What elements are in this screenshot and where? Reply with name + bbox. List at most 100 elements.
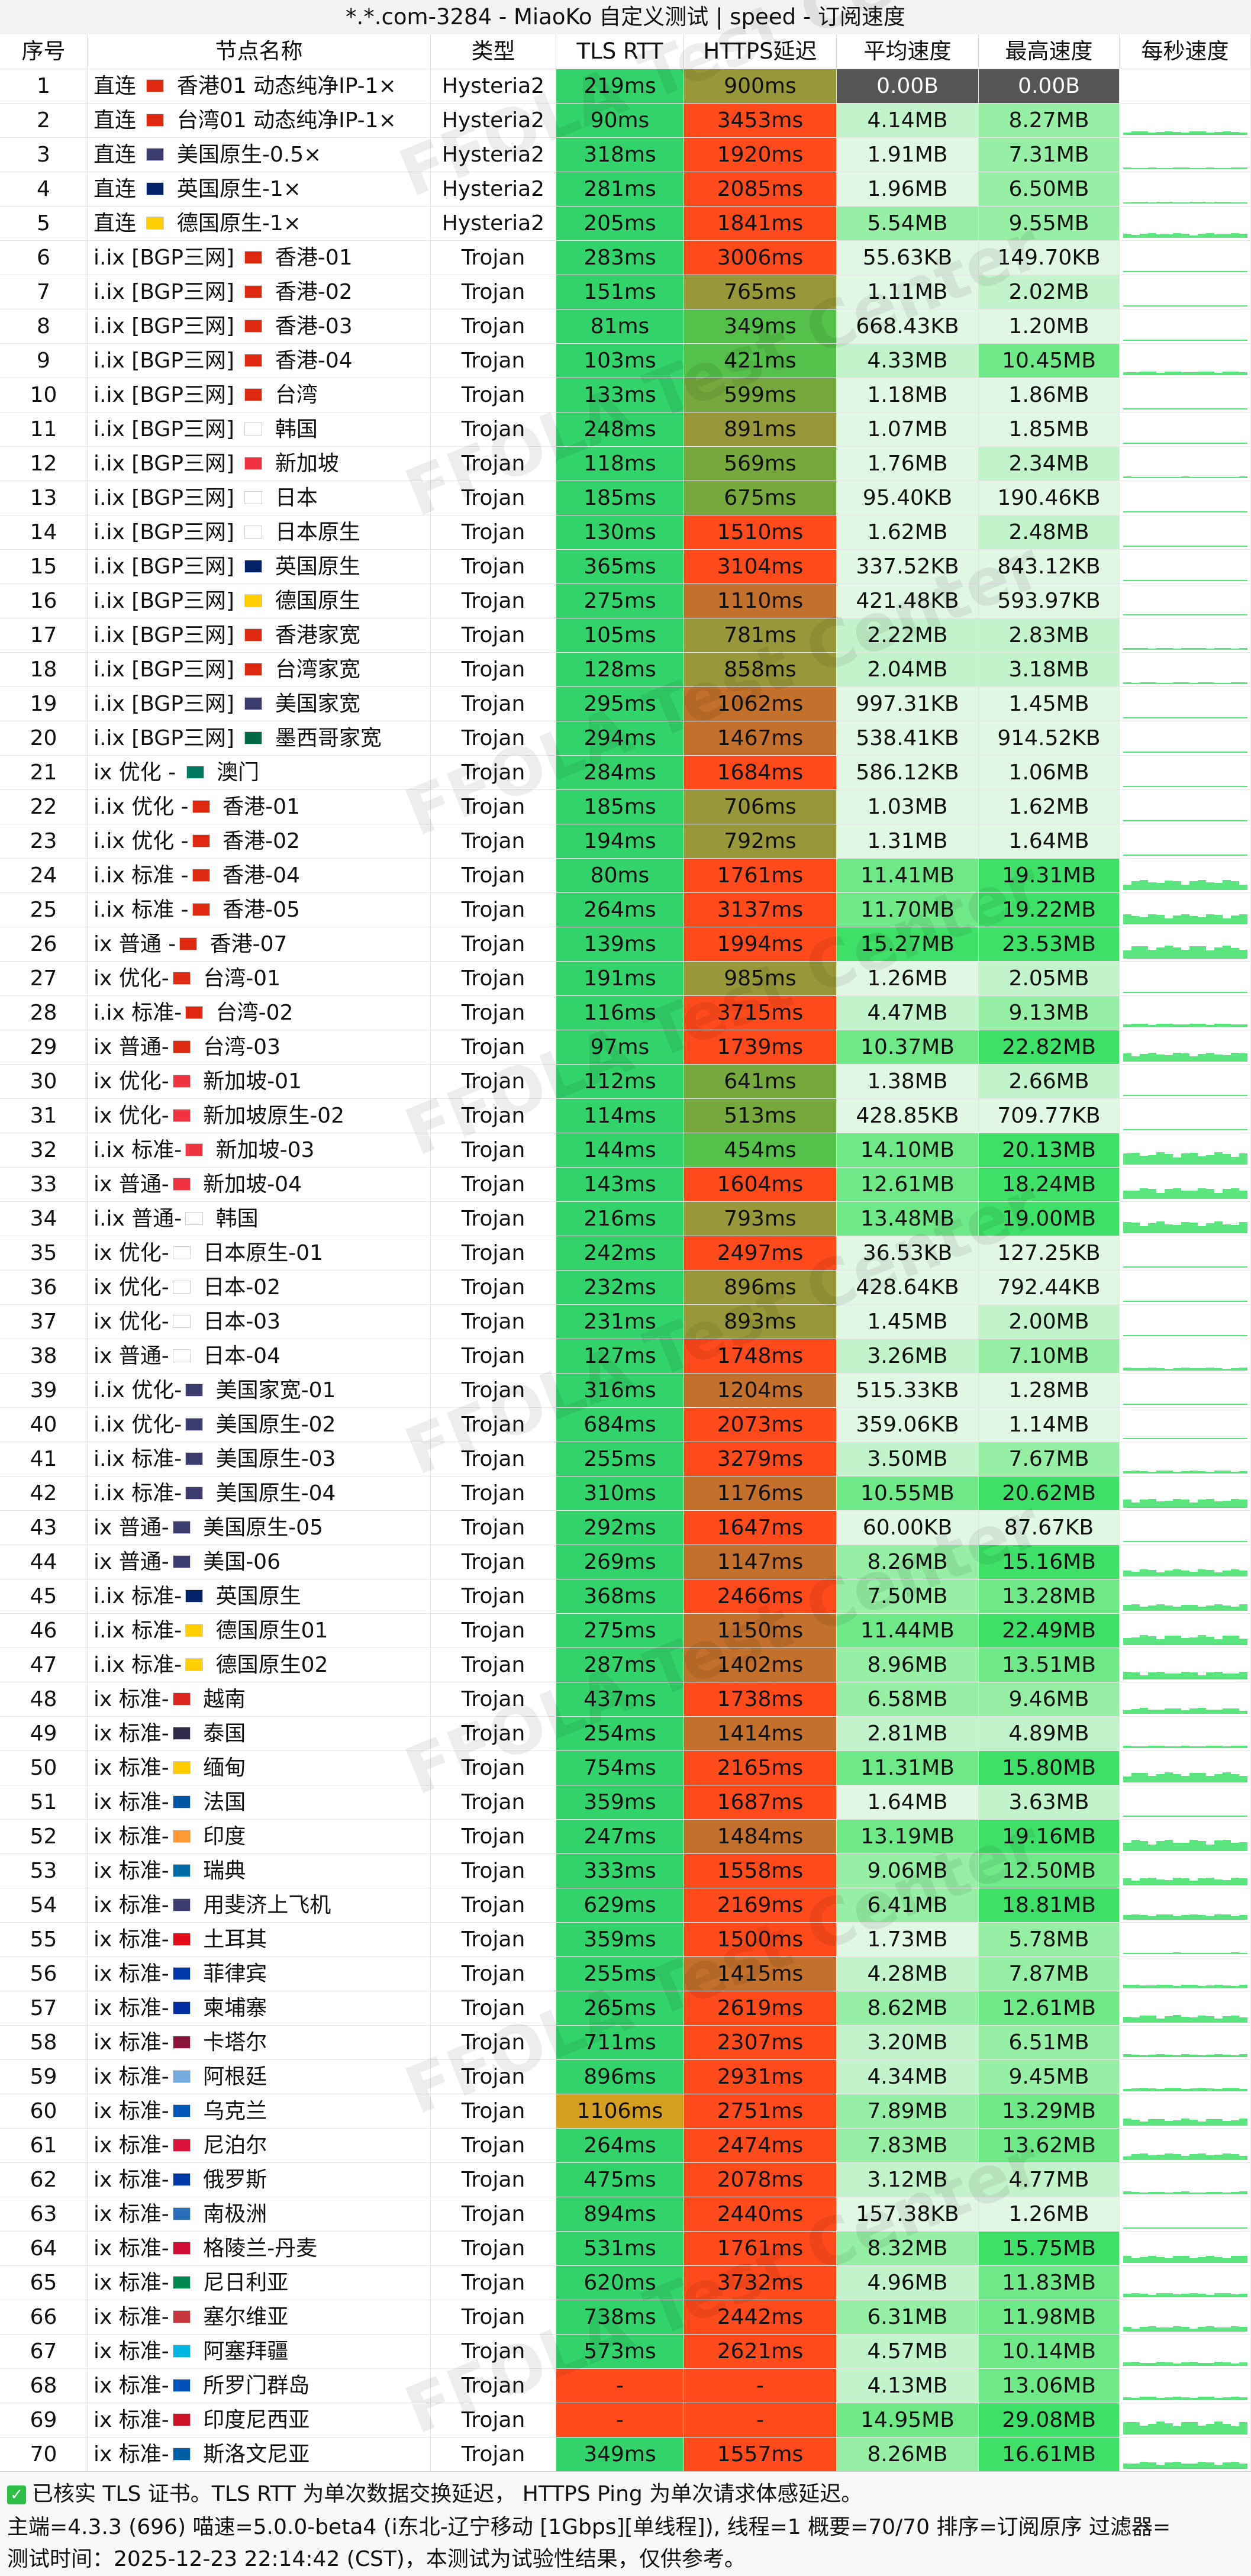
sparkline-bar [1206,1636,1214,1645]
sparkline-bar [1181,1842,1189,1851]
tls-rtt: 275ms [556,1614,684,1648]
sparkline-bar [1165,372,1173,375]
sparkline-bar [1198,1635,1206,1645]
sparkline-bar [1165,546,1173,547]
sparkline-bar [1223,2327,1231,2332]
sparkline-bar [1206,1952,1214,1954]
node-type: Trojan [431,1271,556,1304]
sparkline-bar [1214,992,1223,993]
sparkline-bar [1165,1772,1173,1782]
sparkline-bar [1198,1499,1206,1508]
sparkline-bar [1165,1985,1173,1988]
sparkline-bar [1239,408,1247,410]
sparkline-bar [1181,305,1189,307]
sparkline-bar [1214,408,1223,410]
sparkline-bar [1231,2153,1239,2160]
node-name: ⅰx 标准- 泰国 [88,1717,431,1750]
flag-icon [185,1590,204,1603]
sparkline-bar [1148,2462,1156,2469]
sparkline-bar [1173,1569,1181,1576]
max-speed: 1.06MB [979,756,1120,789]
tls-rtt: 232ms [556,1271,684,1304]
node-type: Trojan [431,309,556,343]
sparkline-bar [1181,2326,1189,2332]
sparkline-bar [1140,1499,1148,1508]
sparkline-bar [1181,1638,1189,1645]
tls-rtt: 185ms [556,481,684,515]
sparkline-bar [1239,202,1247,204]
sparkline-bar [1231,476,1239,478]
sparkline-bar [1173,1541,1181,1542]
sparkline-bar [1239,1471,1247,1474]
sparkline-bar [1214,234,1223,238]
sparkline-bar [1239,2088,1247,2091]
sparkline-bar [1189,2017,1198,2023]
https-latency: 1500ms [684,1923,837,1956]
sparkline-bar [1123,1878,1131,1885]
max-speed: 6.50MB [979,172,1120,206]
per-second-sparkline [1120,584,1251,618]
sparkline-bar [1131,408,1140,410]
node-type: Trojan [431,515,556,549]
avg-speed: 12.61MB [837,1168,979,1201]
sparkline-bar [1214,1639,1223,1645]
max-speed: 23.53MB [979,927,1120,961]
max-speed: 1.14MB [979,1408,1120,1442]
footer-line-2: 主端=4.3.3 (696) 喵速=5.0.0-beta4 (ⅰ东北-辽宁移动 … [7,2515,1171,2539]
https-latency: 2751ms [684,2094,837,2128]
sparkline-bar [1206,1052,1214,1062]
sparkline-bar [1165,1369,1173,1371]
row-index: 35 [0,1236,88,1270]
sparkline-bar [1173,1053,1181,1062]
node-name: ⅰ.ⅰx 标准 - 香港-04 [88,859,431,892]
sparkline-bar [1214,855,1223,856]
per-second-sparkline [1120,687,1251,721]
sparkline-bar [1123,1776,1131,1782]
flag-icon [172,2379,191,2392]
sparkline-bar [1173,1774,1181,1782]
sparkline-bar [1156,2422,1165,2435]
sparkline-bar [1231,2396,1239,2400]
sparkline-bar [1214,2054,1223,2057]
sparkline-bar [1156,271,1165,272]
sparkline-bar [1223,2121,1231,2126]
sparkline-bar [1140,752,1148,753]
sparkline-bar [1189,2328,1198,2332]
sparkline-bar [1239,2054,1247,2057]
sparkline-bar [1223,408,1231,410]
sparkline-bar [1131,2463,1140,2469]
sparkline-bar [1140,992,1148,993]
per-second-sparkline [1120,1545,1251,1579]
sparkline-bar [1239,2464,1247,2469]
sparkline-bar [1123,1638,1131,1645]
sparkline-bar [1181,2464,1189,2469]
sparkline-bar [1223,820,1231,821]
sparkline-bar [1223,1914,1231,1920]
max-speed: 1.28MB [979,1374,1120,1407]
sparkline-bar [1131,1470,1140,1474]
node-name: ⅰ.ⅰx [BGP三网] 韩国 [88,412,431,446]
node-name: ⅰx 优化- 日本原生-01 [88,1236,431,1270]
sparkline-bar [1165,1055,1173,1062]
table-row: 67 ⅰx 标准- 阿塞拜疆 Trojan 573ms 2621ms 4.57MB 10.1… [0,2334,1251,2368]
column-header: 序号 [0,34,88,69]
sparkline-bar [1140,855,1148,856]
sparkline-bar [1231,2364,1239,2366]
sparkline-bar [1223,786,1231,787]
sparkline-bar [1214,1095,1223,1096]
table-row: 27 ⅰx 优化- 台湾-01 Trojan 191ms 985ms 1.26MB 2.05… [0,961,1251,995]
sparkline-bar [1239,2119,1247,2126]
sparkline-bar [1206,2326,1214,2332]
sparkline-bar [1140,1816,1148,1817]
row-index: 12 [0,447,88,481]
sparkline-bar [1156,2018,1165,2023]
sparkline-bar [1148,2191,1156,2194]
node-type: Trojan [431,275,556,309]
sparkline-bar [1148,855,1156,856]
sparkline-bar [1239,1541,1247,1542]
sparkline-bar [1239,855,1247,856]
sparkline-bar [1239,1301,1247,1302]
sparkline-bar [1140,2153,1148,2160]
sparkline-bar [1198,477,1206,478]
sparkline-bar [1198,1878,1206,1885]
